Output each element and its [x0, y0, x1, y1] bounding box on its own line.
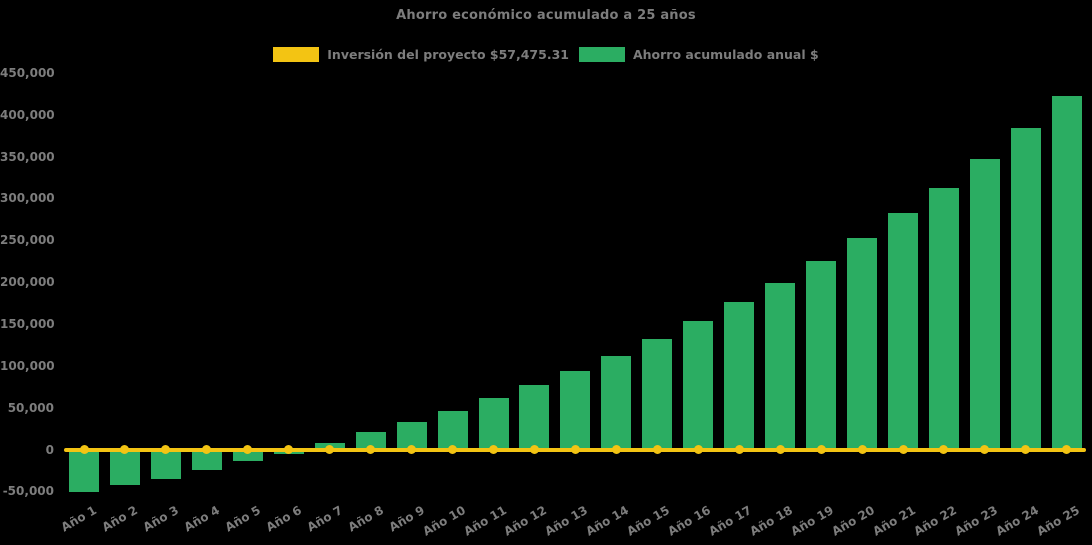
- y-tick-label: 50,000: [7, 400, 54, 415]
- investment-line-marker: [366, 445, 376, 454]
- y-tick-label: 350,000: [0, 149, 55, 164]
- investment-line-marker: [857, 445, 867, 454]
- investment-line-marker: [898, 445, 908, 454]
- bar-ano-14: [601, 356, 632, 450]
- bar-ano-17: [724, 302, 755, 450]
- legend-label-ahorro: Ahorro acumulado anual $: [632, 47, 819, 62]
- investment-line-marker: [161, 445, 171, 454]
- chart-legend: Inversión del proyecto $57,475.31 Ahorro…: [0, 47, 1092, 62]
- investment-line-marker: [489, 445, 498, 454]
- investment-line-marker: [611, 445, 621, 454]
- bar-ano-18: [765, 282, 796, 450]
- bar-ano-25: [1051, 96, 1082, 450]
- bar-ano-23: [969, 159, 1000, 450]
- bar-ano-15: [642, 339, 673, 450]
- investment-line-marker: [939, 445, 949, 454]
- bar-ano-2: [109, 449, 140, 486]
- legend-item-ahorro: Ahorro acumulado anual $: [578, 47, 819, 62]
- y-tick-label: 150,000: [0, 316, 55, 331]
- investment-line-marker: [980, 445, 990, 454]
- investment-line-marker: [325, 445, 335, 454]
- bar-ano-5: [232, 449, 263, 462]
- bar-ano-24: [1010, 128, 1041, 450]
- bar-ano-8: [355, 431, 386, 450]
- bar-ano-13: [560, 370, 591, 450]
- bar-ano-21: [888, 213, 918, 450]
- bar-ano-9: [396, 422, 427, 450]
- bar-ano-11: [478, 398, 509, 450]
- chart-title: Ahorro económico acumulado a 25 años: [396, 8, 696, 23]
- y-tick-label: 0: [45, 442, 54, 457]
- investment-line-marker: [529, 445, 539, 454]
- bar-ano-10: [437, 410, 468, 450]
- bar-ano-12: [519, 384, 550, 450]
- legend-label-inversion: Inversión del proyecto $57,475.31: [327, 47, 569, 62]
- investment-line-marker: [1021, 445, 1031, 454]
- bar-ano-20: [847, 237, 878, 450]
- investment-line-marker: [816, 445, 826, 454]
- y-tick-label: 250,000: [0, 233, 55, 248]
- legend-swatch-ahorro: [578, 47, 625, 62]
- bar-ano-1: [69, 449, 99, 493]
- y-tick-label: -50,000: [2, 484, 54, 499]
- investment-line-marker: [734, 445, 744, 454]
- y-tick-label: 100,000: [0, 358, 55, 373]
- y-tick-label: 200,000: [0, 275, 55, 290]
- investment-line-marker: [693, 445, 703, 454]
- investment-line-marker: [570, 445, 580, 454]
- y-tick-label: 450,000: [0, 65, 55, 80]
- investment-line-marker: [652, 445, 662, 454]
- bar-ano-4: [191, 449, 222, 470]
- y-tick-label: 400,000: [0, 107, 55, 122]
- legend-swatch-inversion: [273, 47, 320, 62]
- investment-line-marker: [407, 445, 417, 454]
- investment-line-marker: [1062, 445, 1072, 454]
- bar-ano-16: [683, 321, 714, 450]
- investment-line-marker: [243, 445, 253, 454]
- investment-line-marker: [448, 445, 458, 454]
- investment-line-marker: [79, 445, 89, 454]
- investment-line-marker: [202, 445, 212, 454]
- bar-ano-3: [150, 449, 181, 480]
- investment-line-marker: [120, 445, 130, 454]
- bar-ano-19: [806, 260, 837, 450]
- bar-ano-22: [928, 187, 959, 450]
- investment-line-marker: [775, 445, 785, 454]
- legend-item-inversion: Inversión del proyecto $57,475.31: [273, 47, 569, 62]
- investment-line-marker: [284, 445, 294, 454]
- y-tick-label: 300,000: [0, 191, 55, 206]
